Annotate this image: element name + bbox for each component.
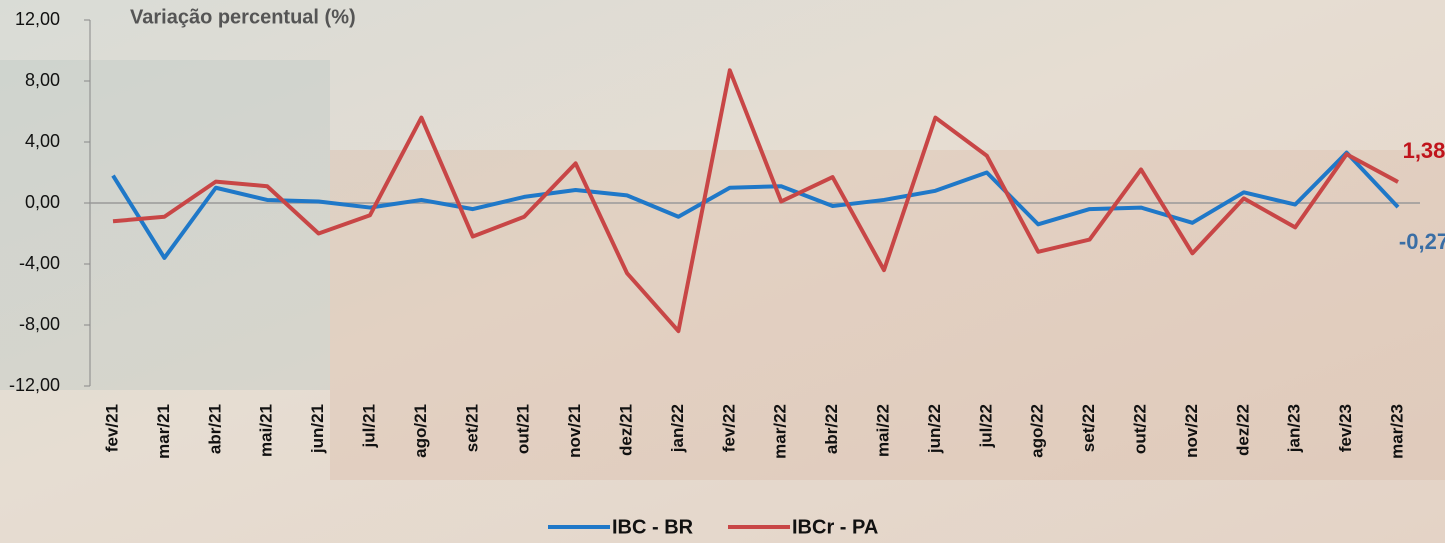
x-tick-label: dez/21 bbox=[616, 404, 635, 456]
y-tick-label: -4,00 bbox=[19, 253, 60, 273]
x-tick-label: abr/22 bbox=[822, 404, 841, 454]
x-tick-label: fev/23 bbox=[1336, 404, 1355, 452]
y-tick-label: 8,00 bbox=[25, 70, 60, 90]
y-tick-label: 12,00 bbox=[15, 9, 60, 29]
y-tick-label: 4,00 bbox=[25, 131, 60, 151]
x-tick-label: jul/21 bbox=[359, 404, 378, 448]
x-tick-label: jan/23 bbox=[1285, 404, 1304, 453]
x-tick-label: fev/21 bbox=[102, 404, 121, 452]
chart-title: Variação percentual (%) bbox=[130, 6, 356, 28]
x-tick-label: ago/21 bbox=[411, 404, 430, 458]
data-label: -0,27 bbox=[1399, 229, 1445, 254]
x-tick-label: mar/22 bbox=[771, 404, 790, 459]
legend-label: IBC - BR bbox=[612, 516, 694, 538]
x-tick-label: set/21 bbox=[462, 404, 481, 452]
x-tick-label: nov/21 bbox=[565, 404, 584, 458]
x-tick-label: jun/21 bbox=[308, 404, 327, 454]
x-tick-label: out/21 bbox=[514, 404, 533, 454]
x-tick-label: jul/22 bbox=[976, 404, 995, 448]
x-tick-label: mai/22 bbox=[873, 404, 892, 457]
x-tick-label: dez/22 bbox=[1233, 404, 1252, 456]
data-label: 1,38 bbox=[1403, 138, 1445, 163]
x-tick-label: set/22 bbox=[1079, 404, 1098, 452]
x-tick-label: out/22 bbox=[1130, 404, 1149, 454]
x-tick-label: jun/22 bbox=[925, 404, 944, 454]
x-tick-label: abr/21 bbox=[205, 404, 224, 454]
y-tick-label: -8,00 bbox=[19, 314, 60, 334]
x-tick-label: ago/22 bbox=[1028, 404, 1047, 458]
x-tick-label: jan/22 bbox=[668, 404, 687, 453]
x-tick-label: mar/23 bbox=[1387, 404, 1406, 459]
x-tick-label: mar/21 bbox=[154, 404, 173, 459]
series-line bbox=[112, 68, 1399, 334]
x-tick-label: fev/22 bbox=[719, 404, 738, 452]
x-tick-label: mai/21 bbox=[257, 404, 276, 457]
series-line bbox=[111, 150, 1400, 260]
x-tick-label: nov/22 bbox=[1182, 404, 1201, 458]
legend-label: IBCr - PA bbox=[792, 516, 878, 538]
y-tick-label: 0,00 bbox=[25, 192, 60, 212]
background-engine bbox=[0, 60, 330, 390]
y-tick-label: -12,00 bbox=[9, 375, 60, 395]
